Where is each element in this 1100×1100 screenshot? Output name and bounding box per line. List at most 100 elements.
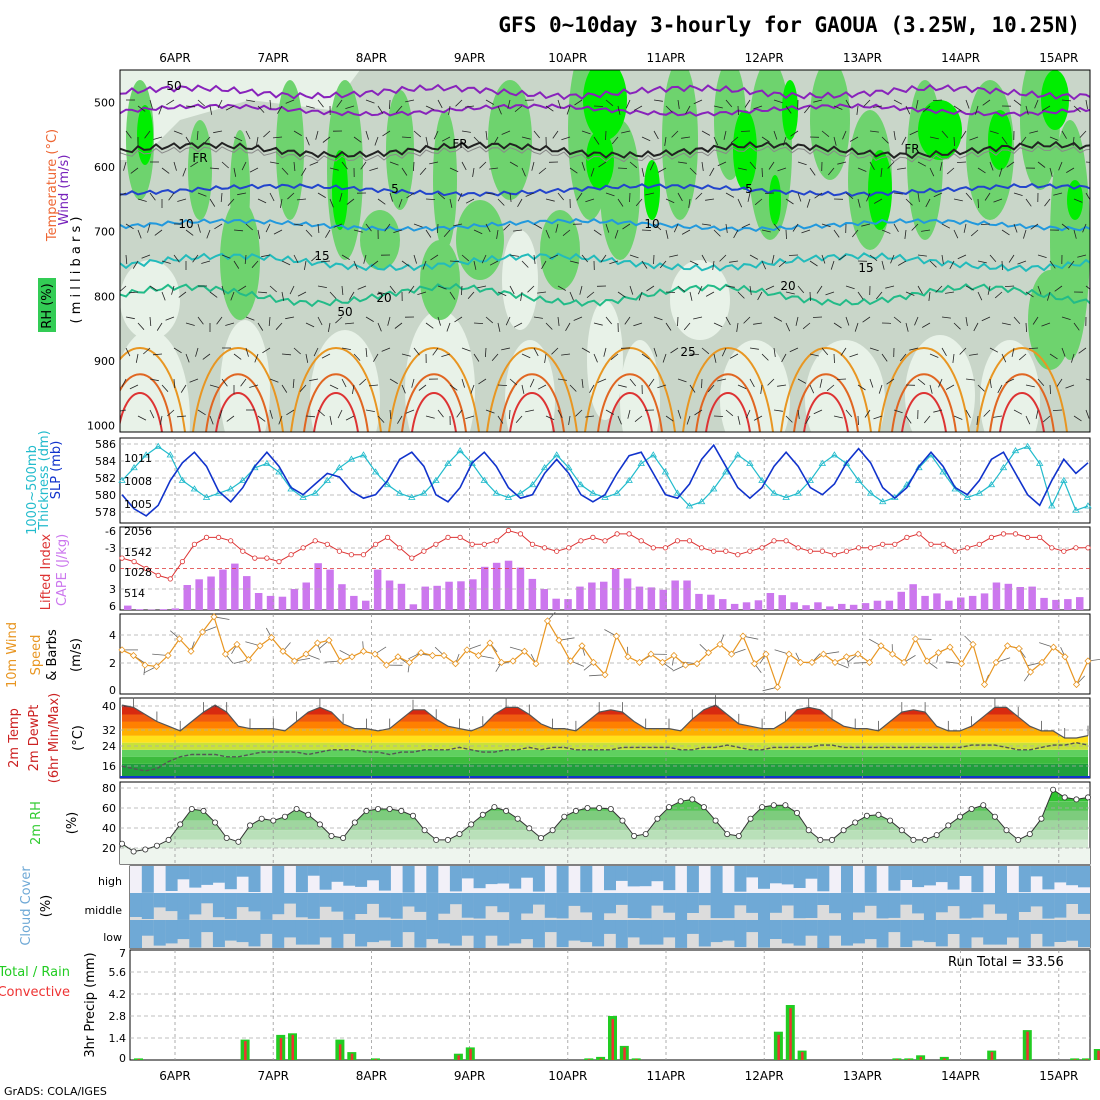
wind-barb [173,130,183,135]
wind-barb [325,229,331,238]
wind10m-marker [727,650,736,658]
axis-tick-label: 32 [102,724,116,737]
cape-bar [350,595,358,610]
wind-barb [533,316,543,319]
wind-barb [149,409,155,419]
wind-barb [725,99,733,108]
rh2m-marker [165,836,172,843]
wind-barb [689,260,699,266]
wind-barb [905,105,911,115]
wind-barb [976,415,979,425]
thickness-marker [371,468,380,475]
wind-barb [785,105,792,114]
axis-tick-label: 584 [95,455,116,468]
wind-barb [923,415,931,424]
wind-barb [1085,378,1090,381]
wind-barb [719,254,727,262]
bottom-date-label: 7APR [257,1069,288,1083]
wind-barb [600,254,607,263]
contour-label: 10 [644,217,659,231]
rh2m-marker [153,842,160,849]
lifted-index-marker [940,541,946,547]
rh2m-marker [235,838,242,845]
wind-barb [503,223,511,231]
rh2m-marker [677,798,684,805]
wind10m-marker [635,658,644,666]
wind-barb [305,136,310,146]
wind-barb [561,136,571,141]
wind-barb [144,130,151,139]
wind-barb [909,347,919,351]
bottom-date-label: 15APR [1039,1069,1078,1083]
wind-barb [225,105,235,111]
wind-barb [473,136,481,144]
wind-barb [785,291,795,295]
wind-barb [149,99,153,109]
wind-barb [928,291,931,301]
dome-25 [388,347,480,432]
wind-barb [425,136,429,146]
wind-barb [593,322,603,326]
wind10m-marker [417,649,425,657]
wind-barb [754,198,763,206]
cape-bar [1076,597,1084,610]
wind-barb [171,285,175,295]
wind10m-marker [773,683,782,691]
rh2m-marker [409,812,416,819]
wind-barb [240,378,247,387]
wind-barb [999,167,1003,177]
cloud-middle-cell [793,893,806,919]
wind-barb [537,384,547,390]
dome-30 [793,373,859,432]
wind10m-marker [877,642,885,650]
bottom-date-label: 14APR [941,1069,980,1083]
wind-barb [897,167,907,170]
wind-barb [740,130,751,132]
wind-barb [269,192,275,202]
cloud-middle-cell [912,893,925,914]
rh2m-marker [421,827,428,834]
cape-bar [338,584,346,610]
wind-barb [360,161,367,170]
rh2m-marker [433,836,440,843]
wind-barb [135,353,139,363]
dome-30 [303,373,369,432]
wind-barb [557,192,565,201]
precip-convective-bar [338,1044,342,1060]
lifted-index-marker [191,541,197,547]
wind10m-marker [739,632,747,640]
wind-barb [1068,260,1075,269]
thickness-marker [516,489,525,496]
axis-tick-label: 5.6 [109,966,127,979]
wind-barb [457,192,463,202]
cloud-low-cell [509,920,522,944]
temp-bands [122,705,1088,778]
wind-barb [901,136,907,146]
wind-barb [760,384,763,394]
wind-barb [130,167,139,174]
wind10m-label: 10m Wind [5,622,20,688]
wind-barb [509,161,518,167]
cloud-middle-cell [604,893,616,914]
cloud-low-cell [260,920,273,934]
wind-barb [159,415,163,425]
wind-barb [969,353,979,356]
cloud-low-cell [758,920,770,948]
wind-barb [545,322,553,330]
temp-band [122,735,1088,743]
wind-barb [149,285,158,292]
cape-bar [992,582,1001,610]
wind-barb [857,291,864,300]
wind10m-marker [946,643,954,651]
wind-barb [432,347,439,356]
wind-barb [527,285,535,293]
rh2m-marker [840,827,847,834]
wind10m-panel: 420 10m Wind Speed & Barbs (m/s) [5,611,1100,697]
cloud-high-cell [201,866,214,885]
wind10m-marker [497,658,506,666]
wind10m-marker [969,640,977,648]
wind-barb [269,161,279,164]
thickness-marker [1023,442,1032,449]
